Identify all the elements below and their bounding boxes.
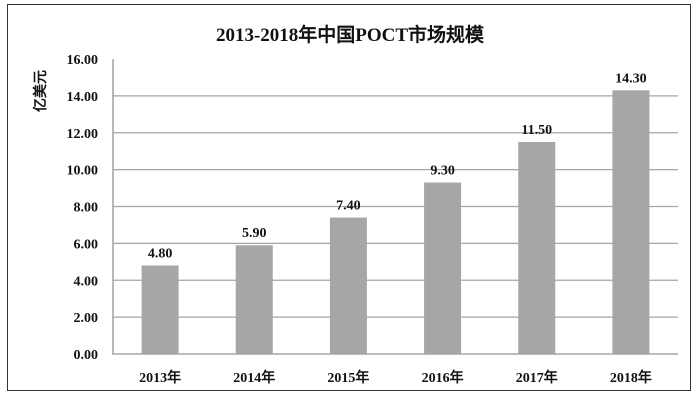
bar-2015年 [329,217,367,354]
bar-value-label: 11.50 [521,123,552,138]
y-tick-label: 10.00 [67,164,99,179]
bar-2017年 [518,141,556,354]
y-tick-label: 6.00 [74,237,99,252]
bar-value-label: 9.30 [430,164,455,179]
x-category-label: 2014年 [233,369,275,386]
bar-value-label: 7.40 [336,199,361,214]
x-category-label: 2017年 [516,369,558,386]
bar-2016年 [424,182,462,354]
x-category-label: 2016年 [422,369,464,386]
bar-2014年 [235,245,273,354]
y-tick-label: 2.00 [74,311,99,326]
x-category-label: 2015年 [327,369,369,386]
y-tick-label: 4.00 [74,274,99,289]
x-category-label: 2018年 [610,369,652,386]
y-tick-label: 16.00 [67,53,99,68]
bar-value-label: 5.90 [242,226,267,241]
y-tick-label: 14.00 [67,90,99,105]
bar-2013年 [141,265,179,354]
bar-value-label: 4.80 [148,247,173,262]
y-tick-label: 12.00 [67,127,99,142]
x-category-label: 2013年 [139,369,181,386]
chart-title: 2013-2018年中国POCT市场规模 [215,25,485,46]
bar-2018年 [612,90,650,354]
bar-value-label: 14.30 [615,71,647,86]
y-tick-label: 8.00 [74,201,99,216]
y-tick-label: 0.00 [74,348,99,363]
